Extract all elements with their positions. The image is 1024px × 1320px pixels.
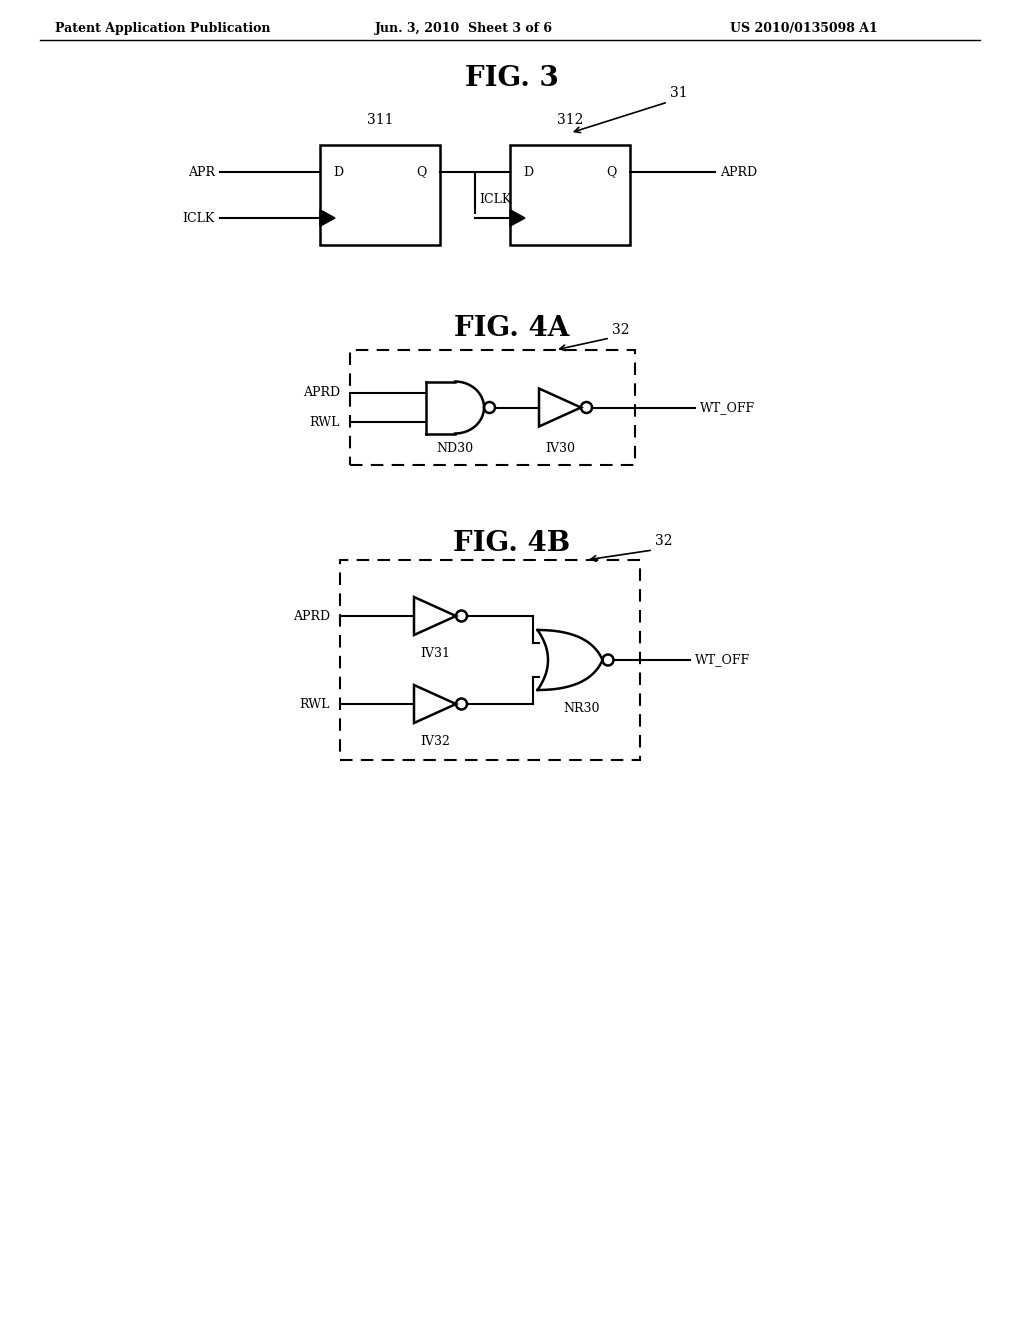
Text: Patent Application Publication: Patent Application Publication	[55, 22, 270, 36]
Text: ICLK: ICLK	[479, 193, 511, 206]
Text: FIG. 3: FIG. 3	[465, 65, 559, 92]
Text: 32: 32	[655, 535, 673, 548]
Bar	[319, 145, 440, 246]
Text: IV31: IV31	[420, 647, 450, 660]
Text: RWL: RWL	[300, 697, 330, 710]
Text: 31: 31	[670, 86, 688, 100]
Text: IV30: IV30	[545, 442, 575, 455]
Text: 311: 311	[367, 114, 393, 127]
Text: FIG. 4B: FIG. 4B	[454, 531, 570, 557]
Text: APRD: APRD	[303, 387, 340, 400]
Bar	[510, 145, 630, 246]
Text: D: D	[333, 165, 343, 178]
Text: APRD: APRD	[720, 165, 757, 178]
Text: NR30: NR30	[564, 702, 600, 715]
Bar	[340, 560, 640, 760]
Bar	[350, 350, 635, 465]
Text: Jun. 3, 2010  Sheet 3 of 6: Jun. 3, 2010 Sheet 3 of 6	[375, 22, 553, 36]
Text: RWL: RWL	[309, 416, 340, 429]
Polygon shape	[510, 210, 525, 226]
Text: WT_OFF: WT_OFF	[700, 401, 755, 414]
Text: US 2010/0135098 A1: US 2010/0135098 A1	[730, 22, 878, 36]
Text: Q: Q	[606, 165, 617, 178]
Text: D: D	[523, 165, 534, 178]
Text: ICLK: ICLK	[182, 211, 215, 224]
Text: Q: Q	[417, 165, 427, 178]
Text: IV32: IV32	[420, 735, 450, 748]
Text: ND30: ND30	[436, 442, 473, 455]
Polygon shape	[539, 388, 581, 426]
Polygon shape	[319, 210, 335, 226]
Text: WT_OFF: WT_OFF	[695, 653, 751, 667]
Text: 312: 312	[557, 114, 584, 127]
Polygon shape	[414, 597, 456, 635]
Text: APRD: APRD	[293, 610, 330, 623]
Text: APR: APR	[188, 165, 215, 178]
Polygon shape	[414, 685, 456, 723]
Text: 32: 32	[612, 323, 630, 337]
Text: FIG. 4A: FIG. 4A	[455, 315, 569, 342]
